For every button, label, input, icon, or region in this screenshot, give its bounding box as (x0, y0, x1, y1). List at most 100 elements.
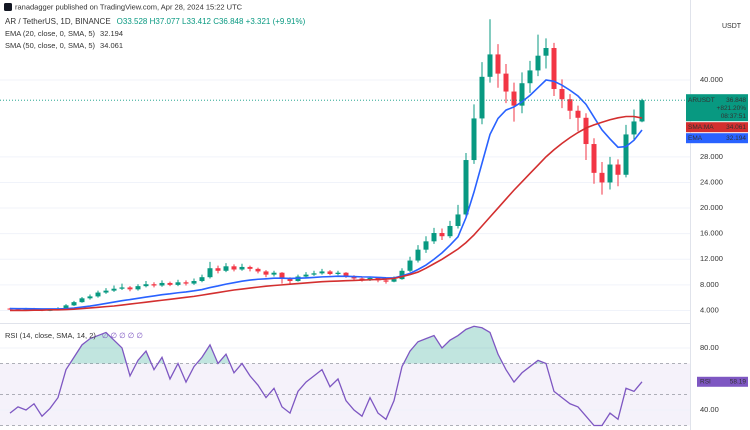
candle-body (479, 76, 485, 119)
candle-body (231, 266, 237, 270)
candle-body (383, 280, 389, 282)
legend-value: 34.061 (100, 41, 123, 50)
y-tick-label: 40.000 (700, 75, 723, 84)
candle-body (415, 249, 421, 261)
candle-body (159, 282, 165, 286)
candle-body (151, 284, 157, 286)
candle-body (591, 144, 597, 173)
legend-value: 32.194 (100, 29, 123, 38)
price-tag-value: 36.848 (726, 97, 746, 104)
candle-body (343, 272, 349, 277)
price-tag-countdown: 08:37:51 (721, 113, 747, 120)
symbol-title: AR / TetherUS, 1D, BINANCE (5, 17, 111, 26)
price-tag (686, 94, 748, 122)
ohlc-values: O33.528 H37.077 L33.412 C36.848 +3.321 (… (117, 17, 306, 26)
candle-body (311, 273, 317, 275)
candle-body (367, 277, 373, 280)
candle-body (119, 287, 125, 289)
candle-body (607, 164, 613, 183)
candle-body (71, 302, 77, 306)
candle-body (63, 305, 69, 309)
y-tick-label: 28.000 (700, 152, 723, 161)
y-tick-label: 20.000 (700, 203, 723, 212)
indicator-tag-value: 32.194 (726, 135, 746, 142)
candle-body (255, 268, 261, 272)
candle-body (183, 282, 189, 284)
candle-body (175, 282, 181, 285)
candle-body (559, 88, 565, 100)
axis-separator (690, 0, 691, 430)
price-tag-change: +821.20% (717, 105, 747, 112)
y-tick-label: 40.00 (700, 405, 719, 414)
candle-body (127, 287, 133, 290)
y-tick-label: 12.000 (700, 254, 723, 263)
candle-body (391, 279, 397, 282)
indicator-line (10, 115, 643, 312)
published: ranadagger published on TradingView.com,… (15, 2, 243, 11)
candle-body (223, 266, 229, 271)
candle-body (167, 282, 173, 285)
candle-body (319, 271, 325, 274)
candle-body (431, 233, 437, 242)
candle-body (135, 286, 141, 290)
candle-body (263, 271, 269, 275)
rsi-title-extra: ∅ ∅ ∅ ∅ ∅ (102, 331, 143, 340)
rsi-tag-name: RSI (700, 378, 711, 385)
candle-body (87, 296, 93, 299)
text-layer: ranadagger published on TradingView.com,… (4, 2, 748, 414)
candle-body (407, 260, 413, 271)
candle-body (279, 272, 285, 279)
candle-body (631, 121, 637, 135)
indicator-tag (686, 122, 748, 133)
candle-body (567, 99, 573, 111)
candle-body (359, 278, 365, 280)
y-tick-label: 4.000 (700, 305, 719, 314)
candle-body (455, 214, 461, 226)
candle-body (439, 233, 445, 237)
overbought-fill (70, 326, 546, 364)
y-tick-label: 16.000 (700, 229, 723, 238)
candle-body (615, 164, 621, 175)
legend-name: EMA (20, close, 0, SMA, 5) (5, 29, 96, 38)
candle-body (543, 48, 549, 56)
grid-layer (0, 79, 690, 426)
candle-body (215, 268, 221, 271)
candle-body (271, 272, 277, 275)
candle-body (207, 268, 213, 278)
candle-body (519, 83, 525, 106)
candle-body (95, 292, 101, 297)
rsi-tag (697, 376, 748, 387)
indicator-tag (686, 133, 748, 144)
candle-body (623, 134, 629, 175)
candle-body (487, 54, 493, 77)
candle-body (239, 266, 245, 270)
marks-layer (0, 19, 690, 427)
y-unit: USDT (722, 23, 742, 30)
indicator-line (9, 79, 643, 310)
candle-body (599, 172, 605, 183)
y-tick-label: 8.000 (700, 280, 719, 289)
pane-separator (0, 323, 690, 324)
candle-body (247, 266, 253, 269)
candle-body (143, 284, 149, 287)
rsi-line (9, 325, 643, 427)
candle-body (583, 117, 589, 145)
candle-body (551, 48, 557, 89)
price-tag-name: ARUSDT (688, 97, 715, 104)
candle-body (503, 73, 509, 92)
candle-body (423, 241, 429, 250)
candle-body (287, 278, 293, 282)
logo (4, 3, 12, 11)
candle-body (191, 281, 197, 284)
indicator-tag-name: SMA:MA (688, 124, 714, 131)
candle-body (399, 270, 405, 280)
candle-body (639, 100, 645, 122)
candle-body (351, 276, 357, 279)
candle-body (535, 55, 541, 71)
candle-body (527, 70, 533, 84)
candle-body (447, 225, 453, 237)
y-tick-label: 24.000 (700, 177, 723, 186)
candle-body (111, 288, 117, 291)
candle-body (463, 160, 469, 215)
